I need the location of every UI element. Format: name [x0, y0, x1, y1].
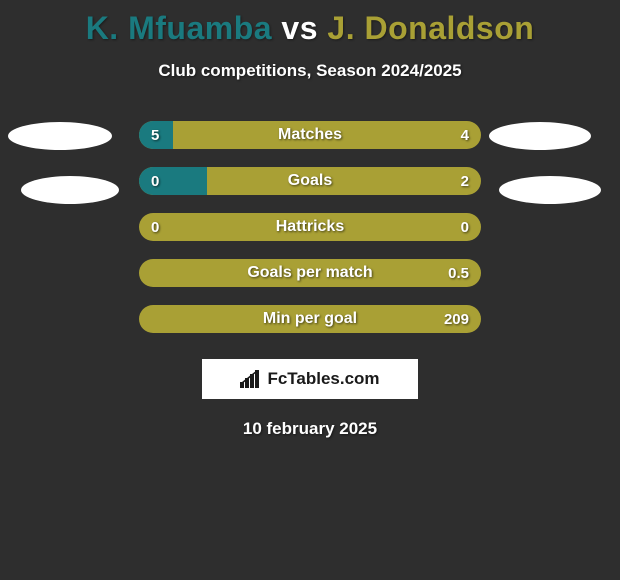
stat-bar: Goals per match0.5 — [139, 259, 481, 287]
stat-value-left: 0 — [151, 213, 159, 241]
stat-bar: Goals0 2 — [139, 167, 481, 195]
stat-value-right: 0 — [461, 213, 469, 241]
chart-icon — [240, 370, 262, 388]
stat-value-left: 0 — [151, 167, 159, 195]
stat-bar: Hattricks0 0 — [139, 213, 481, 241]
subtitle: Club competitions, Season 2024/2025 — [0, 61, 620, 81]
stat-label: Hattricks — [139, 213, 481, 241]
deco-ellipse — [489, 122, 591, 150]
logo-box: FcTables.com — [202, 359, 418, 399]
stat-label: Goals — [139, 167, 481, 195]
stat-value-left: 5 — [151, 121, 159, 149]
stat-label: Min per goal — [139, 305, 481, 333]
stat-bar: Min per goal209 — [139, 305, 481, 333]
stat-value-right: 4 — [461, 121, 469, 149]
stat-value-right: 2 — [461, 167, 469, 195]
stat-label: Goals per match — [139, 259, 481, 287]
player1-name: K. Mfuamba — [86, 10, 272, 46]
stat-value-right: 0.5 — [448, 259, 469, 287]
date: 10 february 2025 — [0, 419, 620, 439]
logo-text: FcTables.com — [267, 369, 379, 389]
stat-value-right: 209 — [444, 305, 469, 333]
deco-ellipse — [8, 122, 112, 150]
stat-bar: Matches5 4 — [139, 121, 481, 149]
stat-label: Matches — [139, 121, 481, 149]
deco-ellipse — [499, 176, 601, 204]
page-title: K. Mfuamba vs J. Donaldson — [0, 0, 620, 47]
player2-name: J. Donaldson — [327, 10, 534, 46]
deco-ellipse — [21, 176, 119, 204]
vs-text: vs — [281, 10, 318, 46]
stat-bars: Matches54Goals02Hattricks00Goals per mat… — [139, 121, 481, 333]
